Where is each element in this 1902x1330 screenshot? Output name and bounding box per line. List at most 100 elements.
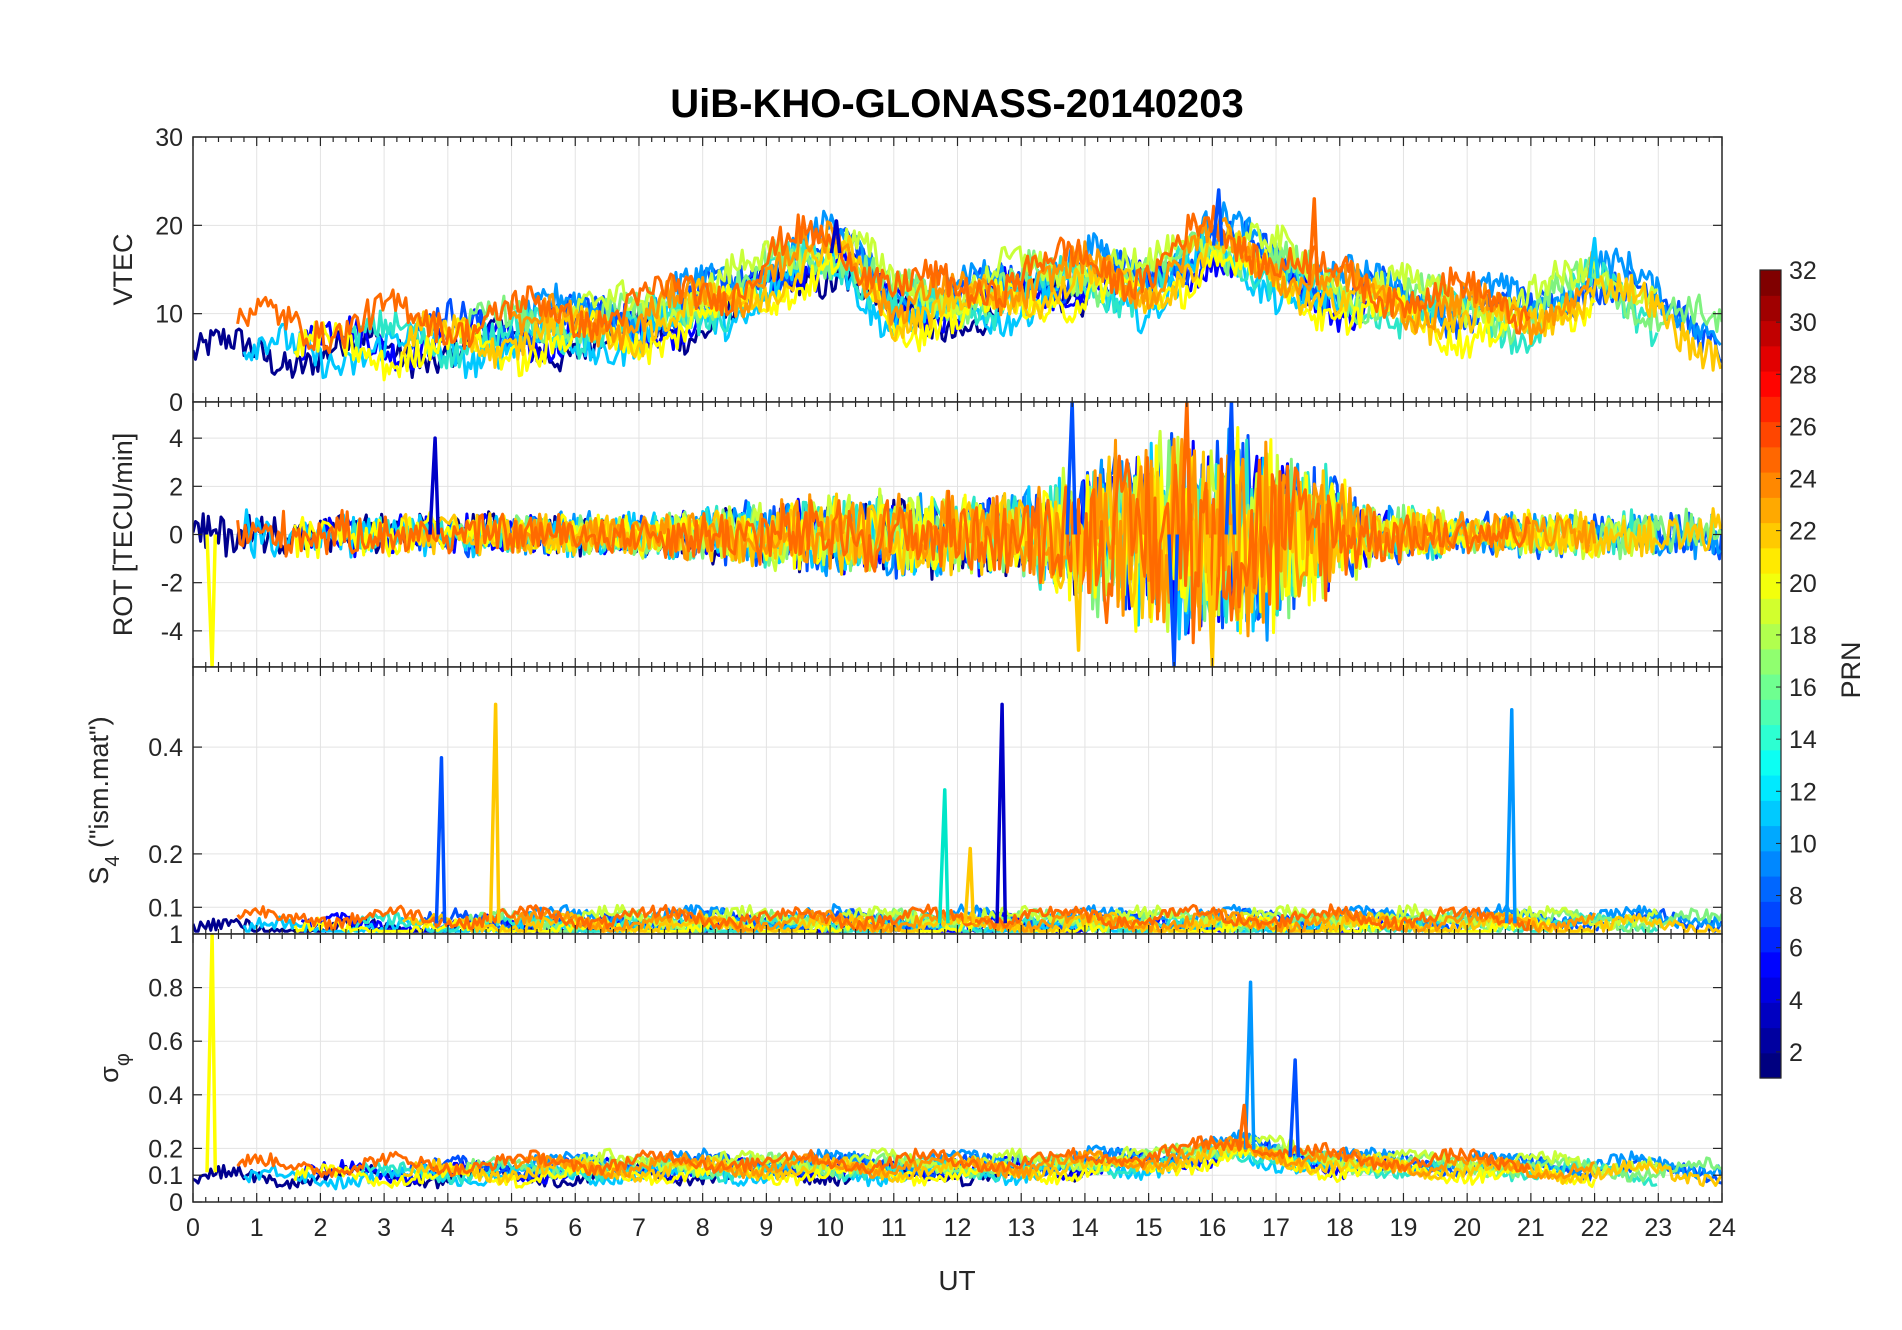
x-tick-label: 0 (186, 1214, 200, 1242)
y-axis-label-sigma: σφ (94, 1053, 134, 1083)
colorbar-swatch (1760, 472, 1781, 498)
x-tick-label: 20 (1453, 1214, 1481, 1242)
y-tick-label: 0 (169, 522, 183, 550)
y-tick-label: 0 (169, 389, 183, 417)
x-tick-label: 18 (1326, 1214, 1354, 1242)
colorbar-swatch (1760, 497, 1781, 524)
panel-s4: 0.1 0.2 0.4 S4 ("ism.mat") (84, 666, 1723, 935)
colorbar-swatch (1760, 345, 1781, 372)
y-tick-label: -2 (161, 570, 183, 598)
x-tick-label: 4 (441, 1214, 455, 1242)
data-spike (428, 436, 441, 535)
panel-rot-series (193, 402, 1722, 667)
colorbar-swatch (1760, 623, 1781, 650)
colorbar-tick-label: 20 (1789, 570, 1817, 598)
colorbar-swatch (1760, 573, 1781, 599)
data-spike (1224, 402, 1237, 535)
x-tick-label: 5 (505, 1214, 519, 1242)
colorbar-swatch (1760, 699, 1781, 726)
x-tick-label: 19 (1390, 1214, 1418, 1242)
data-spike (963, 846, 976, 924)
x-tick-label: 3 (377, 1214, 391, 1242)
x-tick-label: 9 (759, 1214, 773, 1242)
y-tick-label: 0.8 (148, 975, 183, 1003)
data-spike (1288, 1058, 1301, 1158)
x-tick-label: 24 (1708, 1214, 1736, 1242)
colorbar-swatch (1760, 800, 1781, 827)
colorbar-swatch (1760, 270, 1781, 296)
colorbar-swatch (1760, 951, 1781, 978)
colorbar-swatch (1760, 850, 1781, 877)
data-spike (1180, 402, 1192, 535)
colorbar-tick-label: 26 (1789, 413, 1817, 441)
y-tick-label: 0.1 (148, 1162, 183, 1190)
data-spike (1307, 197, 1320, 286)
colorbar-tick-label: 32 (1789, 257, 1817, 285)
colorbar-frame (1759, 269, 1782, 1079)
colorbar-swatch (1760, 598, 1781, 625)
colorbar-tick-label: 2 (1789, 1039, 1803, 1067)
y-axis-label-rest: ("ism.mat") (84, 716, 114, 855)
colorbar-tick-label: 12 (1789, 778, 1817, 806)
y-axis-label-s4: S4 ("ism.mat") (84, 716, 124, 884)
colorbar-swatch (1760, 371, 1781, 397)
y-tick-label: 1 (169, 921, 183, 949)
y-axis-label-vtec: VTEC (108, 233, 138, 305)
y-tick-label: 20 (155, 212, 183, 240)
colorbar-swatch (1760, 1027, 1781, 1054)
x-tick-label: 16 (1198, 1214, 1226, 1242)
series-line (510, 1135, 1595, 1180)
data-spike (1167, 534, 1180, 667)
x-tick-label: 7 (632, 1214, 646, 1242)
y-axis-label-sub: 4 (102, 856, 124, 867)
data-spike (1071, 534, 1084, 652)
y-tick-label: 0.2 (148, 1135, 183, 1163)
data-spike (1237, 1103, 1250, 1149)
colorbar-tick-label: 10 (1789, 830, 1817, 858)
x-tick-label: 13 (1007, 1214, 1035, 1242)
colorbar-swatch (1760, 825, 1781, 852)
y-tick-label: 10 (155, 301, 183, 329)
series-line (293, 1144, 1597, 1189)
colorbar-swatch (1760, 320, 1781, 347)
x-tick-label: 10 (816, 1214, 844, 1242)
y-axis-label-main: S (84, 867, 114, 885)
colorbar-swatch (1760, 674, 1781, 700)
series-line (510, 216, 1597, 351)
colorbar-swatch (1760, 1002, 1781, 1029)
x-axis-label: UT (938, 1265, 975, 1296)
colorbar-tick-label: 4 (1789, 987, 1803, 1015)
x-tick-label: 14 (1071, 1214, 1099, 1242)
y-axis-label-sub: φ (112, 1053, 134, 1066)
chart-title: UiB-KHO-GLONASS-20140203 (670, 82, 1244, 126)
y-tick-label: 0.2 (148, 841, 183, 869)
colorbar-swatch (1760, 421, 1781, 448)
colorbar-swatch (1760, 977, 1781, 1003)
data-spike (1065, 402, 1078, 535)
colorbar-tick-label: 6 (1789, 935, 1803, 963)
colorbar-tick-label: 16 (1789, 674, 1817, 702)
x-tick-label: 8 (696, 1214, 710, 1242)
data-spike (937, 788, 950, 924)
colorbar-swatch (1760, 547, 1781, 574)
y-tick-label: 2 (169, 473, 183, 501)
data-spike (1205, 534, 1218, 667)
data-spike (488, 702, 501, 924)
x-tick-label: 17 (1262, 1214, 1290, 1242)
x-tick-labels: 0 1 2 3 4 5 6 7 8 9 10 11 12 13 14 15 16 17 18 19 20 21 22 23 24 (186, 1214, 1736, 1242)
data-spike (434, 756, 447, 924)
x-tick-label: 12 (944, 1214, 972, 1242)
panel-vtec-series (193, 188, 1722, 382)
data-spike (829, 219, 842, 254)
series-line (236, 1135, 1531, 1179)
series-line (236, 903, 1532, 932)
colorbar-swatch (1760, 522, 1781, 549)
colorbar-swatch (1760, 926, 1781, 953)
y-tick-label: 0.4 (148, 1082, 183, 1110)
y-tick-label: 0.6 (148, 1028, 183, 1056)
colorbar-swatch (1760, 648, 1781, 675)
colorbar-swatch (1760, 295, 1781, 322)
